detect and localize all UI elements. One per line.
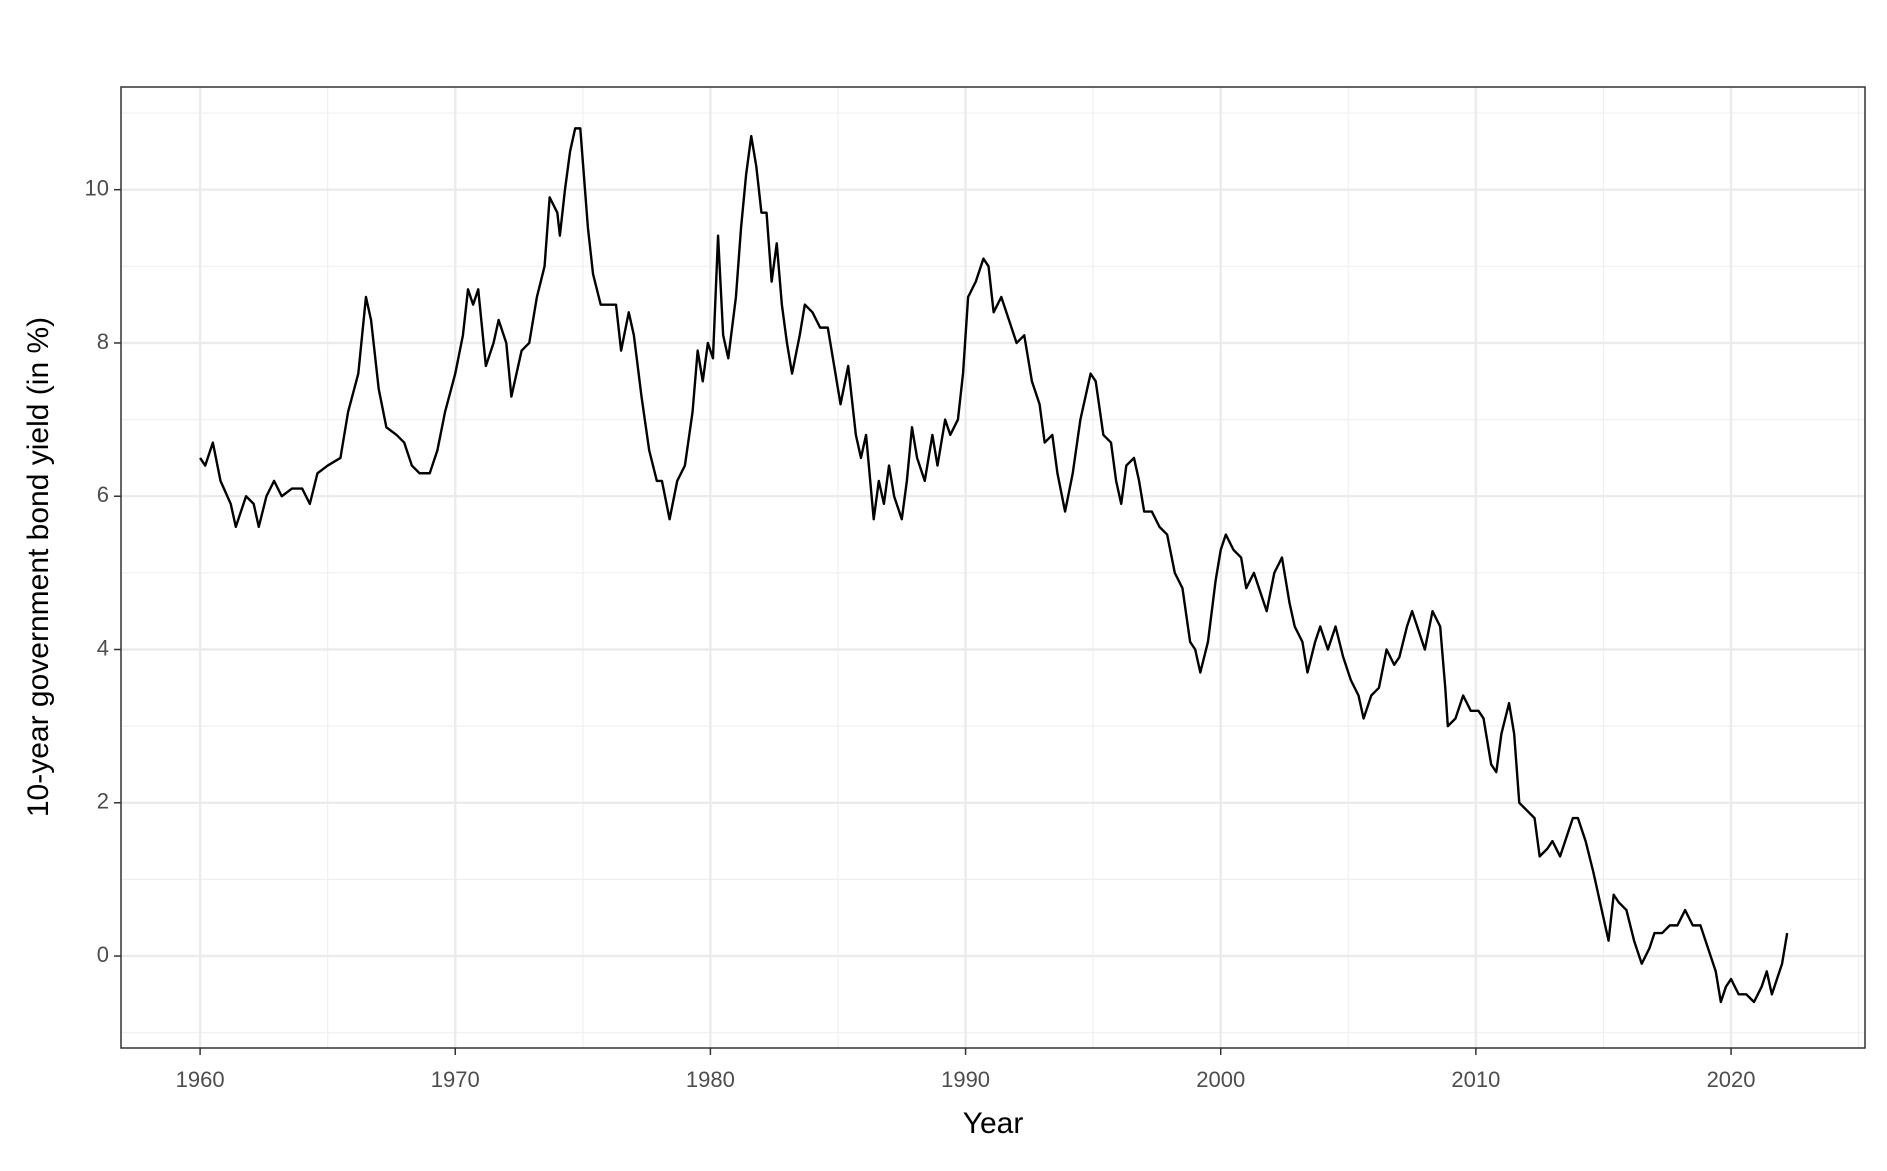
panel-border — [120, 86, 1866, 1049]
x-tick-label: 2010 — [1451, 1067, 1500, 1092]
y-tick-label: 6 — [97, 482, 109, 507]
x-tick-label: 1960 — [176, 1067, 225, 1092]
x-axis-title: Year — [963, 1107, 1024, 1140]
x-tick-label: 1990 — [941, 1067, 990, 1092]
x-tick-label: 1980 — [686, 1067, 735, 1092]
x-tick-label: 1970 — [431, 1067, 480, 1092]
x-tick-label: 2000 — [1196, 1067, 1245, 1092]
data-line — [199, 127, 1789, 1004]
y-tick-label: 4 — [97, 635, 109, 660]
y-axis-title: 10-year government bond yield (in %) — [22, 317, 55, 817]
y-tick-label: 0 — [97, 942, 109, 967]
y-tick-label: 2 — [97, 789, 109, 814]
x-tick-label: 2020 — [1707, 1067, 1756, 1092]
y-tick-label: 8 — [97, 329, 109, 354]
y-tick-label: 10 — [85, 176, 109, 201]
